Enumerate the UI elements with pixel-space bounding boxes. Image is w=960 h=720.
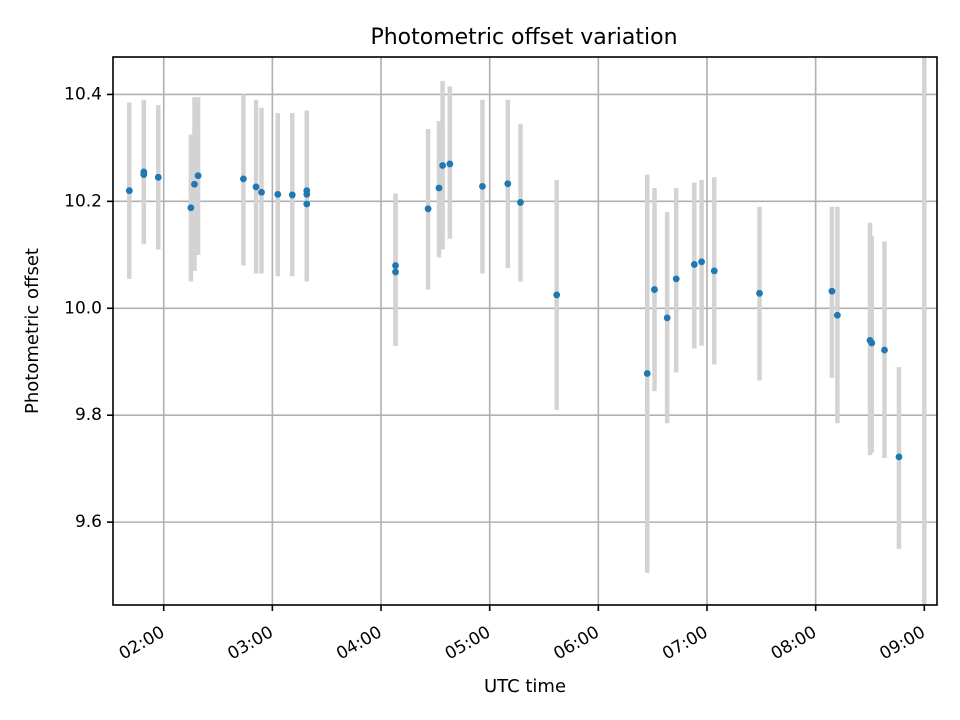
data-point (672, 275, 680, 283)
data-point (303, 200, 311, 208)
x-axis-label: UTC time (484, 676, 566, 697)
data-point (187, 204, 195, 212)
data-point (663, 314, 671, 322)
data-point (288, 191, 296, 199)
data-point (435, 184, 443, 192)
data-point (194, 172, 202, 180)
data-point (239, 175, 247, 183)
data-point (828, 287, 836, 295)
data-point (446, 160, 454, 168)
data-point (303, 191, 311, 198)
data-point (698, 258, 705, 266)
y-axis-label: Photometric offset (22, 248, 43, 414)
y-tick-label: 10.2 (64, 191, 102, 211)
data-point (868, 339, 876, 347)
data-point (392, 262, 399, 269)
data-point (710, 267, 718, 275)
data-point (881, 346, 888, 354)
data-point (504, 180, 512, 188)
y-tick-label: 9.8 (75, 405, 102, 425)
data-point (274, 191, 282, 198)
data-point (154, 173, 162, 181)
point-layer (125, 160, 903, 461)
data-point (756, 289, 763, 297)
data-point (392, 268, 399, 276)
data-point (252, 183, 260, 191)
data-point (833, 311, 841, 319)
data-point (651, 286, 658, 293)
data-point (140, 171, 148, 179)
data-point (191, 180, 198, 188)
data-point (690, 261, 698, 268)
data-point (439, 162, 446, 169)
y-tick-label: 9.6 (75, 512, 102, 532)
data-point (553, 291, 561, 299)
data-point (424, 205, 432, 213)
plot-frame (112, 56, 938, 606)
data-point (479, 182, 486, 190)
y-tick-label: 10.0 (64, 298, 102, 318)
chart-title: Photometric offset variation (370, 25, 677, 50)
y-tick-label: 10.4 (64, 84, 102, 104)
data-point (643, 370, 651, 377)
data-point (895, 453, 903, 461)
y-axis: 9.6 9.8 10.0 10.2 10.4 (64, 84, 113, 532)
data-point (125, 187, 133, 195)
data-point (258, 188, 265, 196)
data-point (517, 199, 524, 206)
